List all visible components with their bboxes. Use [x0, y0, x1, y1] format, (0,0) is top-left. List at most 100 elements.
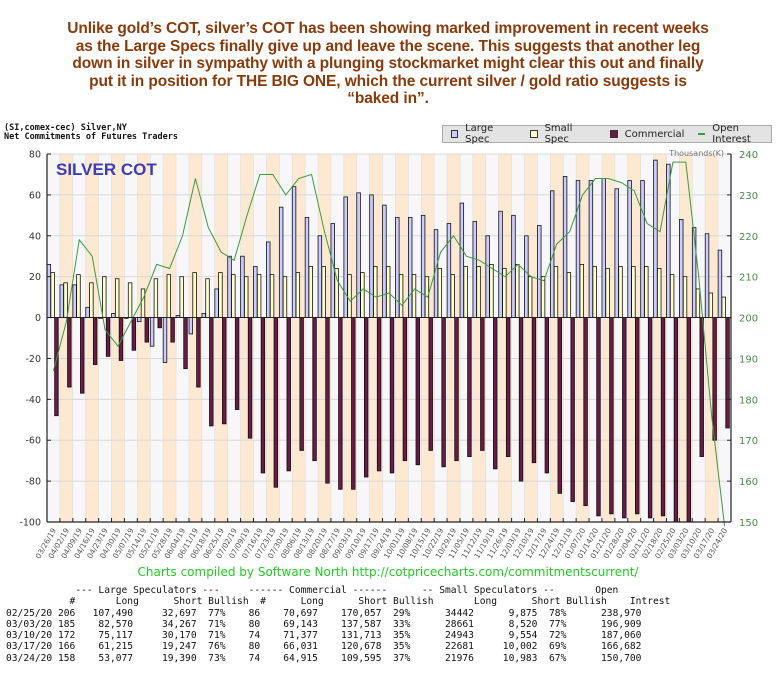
large-spec-bar: [511, 214, 516, 318]
large-spec-bar: [524, 235, 529, 318]
small-spec-bar: [102, 276, 107, 318]
small-spec-bar: [140, 288, 146, 318]
cell: 34,267: [133, 618, 197, 630]
small-spec-bar: [708, 292, 714, 318]
large-spec-bar: [304, 216, 310, 318]
legend-label: Open Interest: [712, 123, 751, 145]
small-spec-bar: [411, 274, 417, 318]
commercial-bar: [389, 317, 395, 474]
commercial-bar: [209, 317, 214, 427]
large-spec-bar: [614, 188, 619, 318]
commercial-bar: [92, 317, 98, 365]
y-tick-label: 40: [29, 231, 41, 242]
large-spec-bar: [601, 178, 606, 318]
cell: 10,002: [473, 641, 538, 653]
small-spec-bar: [153, 278, 159, 318]
cell: 10,983: [473, 652, 538, 664]
cell: 35%: [381, 641, 411, 653]
cell: 32,697: [133, 607, 197, 619]
cell: 71,377: [277, 630, 318, 642]
large-spec-bar: [575, 180, 581, 318]
col: Bullish: [560, 596, 607, 608]
legend-swatch-small: [530, 130, 538, 138]
commercial-bar: [351, 317, 356, 490]
cell: 82,570: [75, 618, 134, 630]
commercial-bar: [544, 317, 550, 474]
column-band: [150, 154, 164, 522]
cell: 166,682: [566, 641, 642, 653]
cell: 8,520: [473, 618, 538, 630]
col: Bullish: [387, 596, 434, 608]
commercial-bar: [454, 317, 459, 462]
cell: 238,970: [566, 607, 642, 619]
commercial-bar: [531, 317, 537, 464]
spacer: [6, 585, 75, 596]
col: Short: [138, 596, 203, 608]
cell: 166: [57, 641, 76, 653]
large-spec-bar: [291, 186, 297, 318]
table-row: 03/10/20 172 75,117 30,170 71% 74 71,377…: [6, 630, 670, 641]
right-axis-label: Thousands(K): [668, 149, 724, 158]
cell: 9,875: [473, 607, 538, 619]
small-spec-bar: [566, 272, 572, 318]
y2-tick-label: 190: [739, 354, 758, 365]
cell: 22681: [410, 641, 474, 653]
column-band: [188, 154, 202, 522]
large-spec-bar: [240, 255, 245, 318]
y-tick-label: 80: [29, 150, 41, 161]
cell: 187,060: [566, 630, 642, 642]
small-spec-bar: [76, 274, 81, 318]
cell: 77%: [196, 607, 226, 619]
small-spec-bar: [295, 272, 301, 318]
commercial-bar: [312, 317, 317, 462]
col: Short: [323, 596, 388, 608]
large-spec-bar: [85, 306, 90, 318]
small-spec-bar: [321, 266, 326, 318]
cell: 76%: [196, 641, 226, 653]
legend-item-commercial: Commercial: [609, 129, 684, 140]
col: #: [6, 596, 76, 608]
large-spec-bar: [679, 219, 684, 318]
large-spec-bar: [382, 204, 387, 318]
commercial-bar: [260, 317, 266, 474]
chart-subtitle: Net Commitments of Futures Traders: [4, 132, 178, 142]
cell: 150,700: [566, 652, 642, 664]
cell: 158: [57, 652, 76, 664]
small-spec-bar: [682, 276, 688, 318]
commercial-bar: [635, 317, 640, 515]
small-spec-bar: [269, 274, 275, 318]
large-spec-bar: [253, 266, 258, 318]
cell: 71%: [196, 630, 226, 642]
y2-tick-label: 180: [739, 395, 758, 406]
commercial-bar: [299, 317, 304, 451]
cell: 69,143: [277, 618, 318, 630]
commercial-bar: [67, 317, 72, 388]
large-spec-bar: [201, 313, 206, 318]
commercial-bar: [609, 317, 614, 515]
commercial-bar: [376, 317, 382, 472]
column-band: [72, 154, 86, 522]
large-spec-bar: [72, 284, 77, 318]
commercial-bar: [183, 317, 188, 370]
large-spec-bar: [588, 180, 594, 318]
table-row: 03/03/20 185 82,570 34,267 71% 80 69,143…: [6, 619, 670, 630]
large-spec-bar: [330, 223, 335, 318]
large-spec-bar: [111, 313, 116, 318]
column-band: [59, 154, 73, 522]
cell: 109,595: [317, 652, 382, 664]
commercial-bar: [725, 317, 730, 429]
cell-date: 03/24/20: [6, 652, 58, 664]
small-spec-bar: [308, 266, 313, 318]
y2-tick-label: 170: [739, 436, 758, 447]
column-band: [124, 154, 138, 522]
y-tick-label: -100: [19, 518, 41, 529]
commercial-bar: [570, 317, 575, 502]
y2-tick-label: 230: [739, 191, 758, 202]
commercial-bar: [596, 317, 601, 517]
y2-tick-label: 220: [739, 232, 758, 243]
y2-tick-label: 210: [739, 273, 758, 284]
cell: 71%: [196, 618, 226, 630]
legend-item-large-spec: Large Spec: [451, 123, 512, 145]
cell: 21976: [410, 652, 474, 664]
column-band: [137, 154, 151, 522]
